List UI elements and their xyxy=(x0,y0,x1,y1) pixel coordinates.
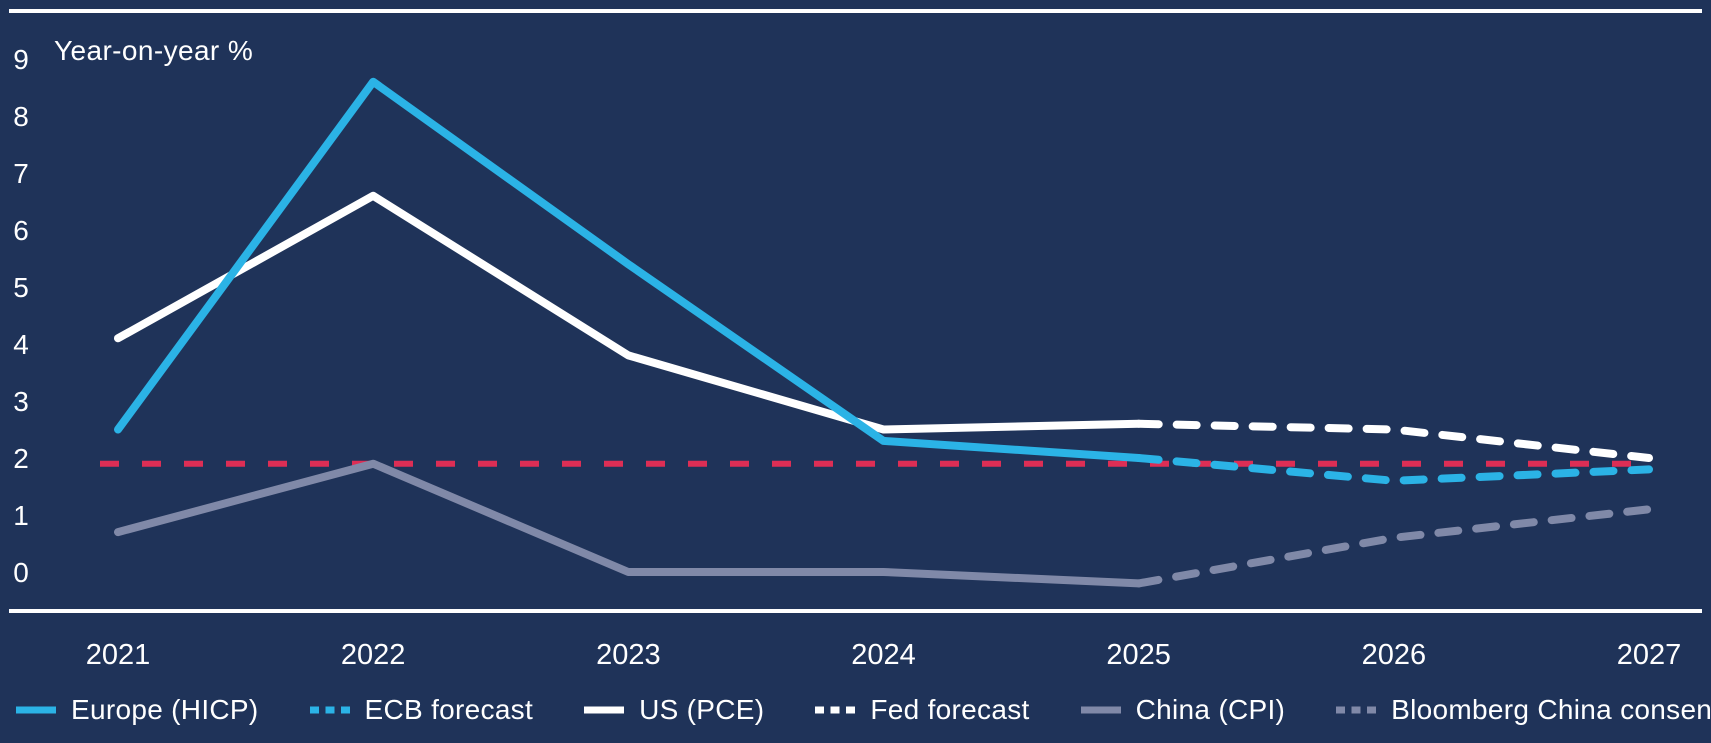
legend-swatch-ecb-forecast-icon xyxy=(309,706,350,714)
y-axis-tick-label: 6 xyxy=(13,215,29,246)
legend-swatch-us-pce-icon xyxy=(584,706,625,714)
series-line-ecb-forecast xyxy=(1134,454,1653,485)
legend-item-us-pce: US (PCE) xyxy=(582,694,764,726)
legend-item-china-cpi: China (CPI) xyxy=(1079,694,1286,726)
legend-label: US (PCE) xyxy=(639,694,765,725)
legend-item-europe-hicp: Europe (HICP) xyxy=(14,694,259,726)
y-axis-tick-label: 9 xyxy=(13,44,29,75)
legend-label: Fed forecast xyxy=(870,694,1030,725)
y-axis-tick-label: 8 xyxy=(13,101,29,132)
legend-item-fed-forecast: Fed forecast xyxy=(813,694,1029,726)
chart-legend: Europe (HICP) ECB forecast US (PCE) Fed for… xyxy=(14,694,1711,726)
x-axis-tick-label: 2025 xyxy=(1106,639,1171,671)
y-axis-tick-label: 0 xyxy=(13,557,29,588)
y-axis-tick-label: 1 xyxy=(13,500,29,531)
y-axis-unit-label: Year-on-year % xyxy=(54,35,254,66)
legend-swatch-fed-forecast-icon xyxy=(815,706,856,714)
y-axis-tick-label: 4 xyxy=(13,329,29,360)
legend-label: Europe (HICP) xyxy=(71,694,259,725)
x-axis-tick-label: 2021 xyxy=(86,639,151,671)
series-line-europe-hicp xyxy=(114,77,1143,462)
legend-item-bloomberg-china-consensus: Bloomberg China consensus xyxy=(1334,694,1711,726)
legend-label: ECB forecast xyxy=(364,694,534,725)
x-axis-tick-label: 2023 xyxy=(596,639,661,671)
series-line-us-pce xyxy=(114,191,1143,434)
legend-swatch-europe-hicp-icon xyxy=(16,706,56,714)
series-line-bloomberg-china-consensus xyxy=(1134,505,1653,588)
series-line-fed-forecast xyxy=(1134,419,1653,462)
x-axis-tick-label: 2022 xyxy=(341,639,406,671)
x-axis-tick-label: 2027 xyxy=(1617,639,1682,671)
y-axis-tick-label: 2 xyxy=(13,443,29,474)
x-axis-tick-label: 2024 xyxy=(851,639,916,671)
legend-swatch-china-cpi-icon xyxy=(1080,706,1121,714)
legend-label: Bloomberg China consensus xyxy=(1391,694,1711,725)
y-axis-tick-label: 7 xyxy=(13,158,29,189)
y-axis-tick-label: 5 xyxy=(13,272,29,303)
legend-swatch-bloomberg-china-consensus-icon xyxy=(1336,706,1377,714)
series-line-china-cpi xyxy=(114,459,1143,588)
x-axis-tick-label: 2026 xyxy=(1362,639,1427,671)
y-axis-tick-label: 3 xyxy=(13,386,29,417)
legend-label: China (CPI) xyxy=(1135,694,1286,725)
legend-item-ecb-forecast: ECB forecast xyxy=(308,694,534,726)
